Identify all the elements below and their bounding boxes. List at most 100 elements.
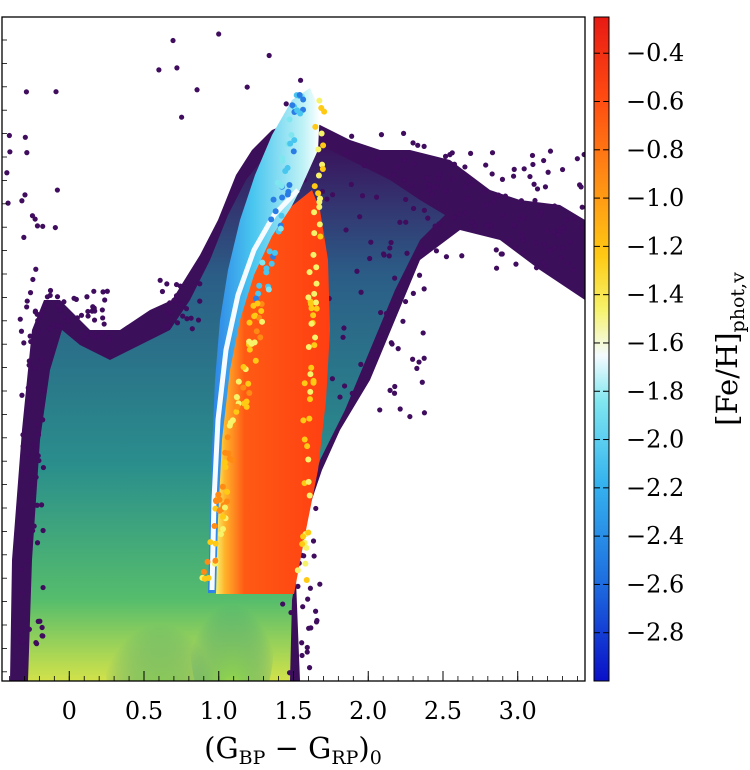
branch-point [200, 568, 207, 575]
branch-point [233, 408, 240, 415]
outlier-point [558, 255, 564, 261]
branch-point [223, 498, 230, 505]
x-axis-title: (GBP − GRP)0 [204, 731, 382, 769]
branch-point [286, 116, 293, 123]
outlier-point [467, 150, 474, 157]
outlier-point [19, 392, 25, 398]
outlier-point [17, 629, 24, 635]
branch-point [316, 97, 323, 104]
outlier-point [502, 193, 509, 199]
branch-point [278, 212, 285, 219]
branch-point [310, 379, 317, 386]
branch-point [256, 282, 263, 289]
outlier-point [61, 314, 68, 320]
branch-point [312, 299, 319, 306]
outlier-point [35, 317, 41, 324]
outlier-point [18, 566, 24, 572]
branch-point [307, 388, 314, 395]
outlier-point [380, 251, 387, 257]
branch-point [299, 541, 306, 548]
branch-point [291, 137, 298, 144]
branch-point [270, 196, 277, 203]
outlier-point [484, 222, 490, 228]
outlier-point [518, 198, 525, 204]
outlier-point [392, 275, 398, 281]
branch-point [246, 390, 253, 397]
outlier-point [27, 290, 34, 296]
outlier-point [37, 618, 43, 624]
branch-point [312, 123, 319, 130]
outlier-point [551, 229, 557, 235]
outlier-point [408, 182, 415, 188]
outlier-point [437, 171, 443, 177]
branch-point [255, 290, 262, 297]
outlier-point [33, 640, 39, 646]
outlier-point [311, 553, 317, 559]
branch-point [212, 557, 219, 564]
branch-point [253, 328, 260, 335]
outlier-point [420, 330, 426, 336]
branch-point [302, 560, 309, 567]
branch-point [313, 264, 320, 271]
outlier-point [91, 288, 97, 294]
outlier-point [534, 186, 541, 192]
branch-point [234, 403, 241, 410]
branch-point [246, 338, 253, 345]
branch-point [272, 208, 279, 215]
outlier-point [341, 383, 348, 389]
branch-point [315, 172, 322, 179]
outlier-point [89, 332, 95, 338]
outlier-point [173, 281, 180, 288]
outlier-point [32, 365, 38, 371]
outlier-point [6, 132, 12, 139]
branch-point [240, 363, 247, 370]
outlier-point [541, 157, 547, 164]
outlier-point [32, 216, 38, 222]
x-tick-label: 1.5 [274, 697, 312, 725]
outlier-point [432, 223, 438, 229]
outlier-point [30, 528, 36, 534]
outlier-point [495, 192, 502, 198]
branch-point [271, 249, 278, 256]
outlier-point [171, 297, 177, 303]
branch-point [222, 449, 229, 456]
outlier-point [280, 601, 286, 607]
outlier-point [23, 89, 30, 95]
outlier-point [95, 333, 102, 339]
outlier-point [510, 173, 517, 179]
outlier-point [291, 605, 298, 611]
x-tick-label: 2.0 [349, 697, 387, 725]
colorbar-tick-label: −1.0 [626, 184, 684, 212]
outlier-point [361, 162, 367, 168]
outlier-point [511, 166, 517, 172]
colorbar-tick-label: −2.8 [626, 619, 684, 647]
branch-point [311, 342, 318, 349]
branch-point [305, 478, 312, 485]
outlier-point [18, 328, 25, 334]
outlier-point [431, 184, 437, 190]
outlier-point [100, 289, 106, 295]
outlier-point [579, 225, 585, 231]
outlier-point [401, 177, 407, 183]
outlier-point [297, 77, 304, 83]
outlier-point [552, 244, 558, 251]
metal-rich-branch [216, 190, 330, 594]
outlier-point [177, 302, 183, 308]
outlier-point [488, 222, 494, 228]
outlier-point [33, 266, 39, 272]
outlier-point [450, 176, 456, 182]
outlier-point [312, 608, 319, 614]
outlier-point [102, 297, 108, 303]
branch-point [300, 96, 307, 103]
branch-point [216, 496, 223, 503]
branch-point [310, 312, 317, 319]
outlier-point [78, 312, 85, 318]
outlier-point [547, 148, 554, 154]
outlier-point [99, 330, 106, 336]
outlier-point [20, 590, 26, 596]
outlier-point [529, 152, 536, 159]
outlier-point [391, 390, 398, 396]
outlier-point [567, 239, 573, 245]
outlier-point [397, 219, 403, 225]
outlier-point [542, 263, 549, 270]
